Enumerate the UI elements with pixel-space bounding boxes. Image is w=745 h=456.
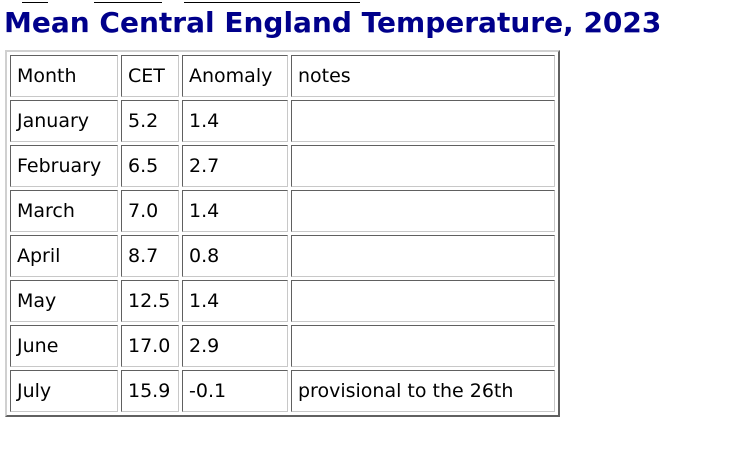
cell-notes bbox=[291, 325, 555, 367]
cell-cet: 7.0 bbox=[121, 190, 179, 232]
table-row: February 6.5 2.7 bbox=[10, 145, 555, 187]
table-row: April 8.7 0.8 bbox=[10, 235, 555, 277]
nav-link-2[interactable] bbox=[94, 0, 162, 3]
cell-month: January bbox=[10, 100, 118, 142]
cell-month: June bbox=[10, 325, 118, 367]
cell-cet: 6.5 bbox=[121, 145, 179, 187]
cell-anomaly: 1.4 bbox=[182, 100, 288, 142]
cell-notes bbox=[291, 190, 555, 232]
page-title: Mean Central England Temperature, 2023 bbox=[4, 6, 662, 39]
header-cet: CET bbox=[121, 55, 179, 97]
cell-cet: 17.0 bbox=[121, 325, 179, 367]
cell-anomaly: -0.1 bbox=[182, 370, 288, 412]
cell-month: May bbox=[10, 280, 118, 322]
cell-month: July bbox=[10, 370, 118, 412]
header-notes: notes bbox=[291, 55, 555, 97]
cell-notes bbox=[291, 100, 555, 142]
cell-anomaly: 1.4 bbox=[182, 280, 288, 322]
table-row: May 12.5 1.4 bbox=[10, 280, 555, 322]
nav-link-1[interactable] bbox=[22, 0, 48, 3]
cell-notes bbox=[291, 235, 555, 277]
cell-cet: 12.5 bbox=[121, 280, 179, 322]
header-anomaly: Anomaly bbox=[182, 55, 288, 97]
table-row: July 15.9 -0.1 provisional to the 26th bbox=[10, 370, 555, 412]
cell-cet: 15.9 bbox=[121, 370, 179, 412]
cell-month: March bbox=[10, 190, 118, 232]
cell-cet: 8.7 bbox=[121, 235, 179, 277]
cell-notes bbox=[291, 280, 555, 322]
temperature-table: Month CET Anomaly notes January 5.2 1.4 … bbox=[5, 50, 560, 417]
cell-month: February bbox=[10, 145, 118, 187]
table-header-row: Month CET Anomaly notes bbox=[10, 55, 555, 97]
cell-month: April bbox=[10, 235, 118, 277]
table-row: January 5.2 1.4 bbox=[10, 100, 555, 142]
table-row: June 17.0 2.9 bbox=[10, 325, 555, 367]
cell-anomaly: 0.8 bbox=[182, 235, 288, 277]
header-month: Month bbox=[10, 55, 118, 97]
cell-anomaly: 1.4 bbox=[182, 190, 288, 232]
cell-notes bbox=[291, 145, 555, 187]
cell-anomaly: 2.7 bbox=[182, 145, 288, 187]
cell-notes: provisional to the 26th bbox=[291, 370, 555, 412]
nav-link-3[interactable] bbox=[184, 0, 360, 3]
cell-cet: 5.2 bbox=[121, 100, 179, 142]
table-row: March 7.0 1.4 bbox=[10, 190, 555, 232]
cell-anomaly: 2.9 bbox=[182, 325, 288, 367]
